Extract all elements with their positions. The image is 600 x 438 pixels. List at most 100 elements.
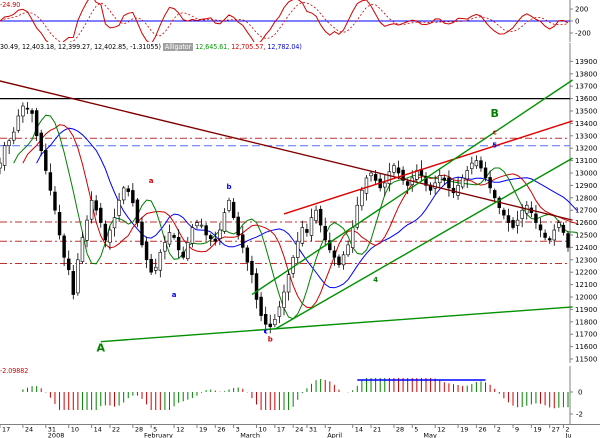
candlestick — [360, 187, 363, 211]
date-axis-day-label: 9 — [515, 426, 519, 434]
candle-body — [241, 235, 244, 248]
date-axis-day-label: 28 — [135, 426, 143, 434]
candle-body — [63, 236, 66, 257]
candle-body — [278, 307, 281, 316]
date-axis-month-label: 2008 — [48, 432, 65, 438]
candlestick — [502, 208, 505, 220]
candlestick — [35, 108, 38, 141]
candle-body — [360, 190, 363, 205]
candlestick — [21, 102, 24, 122]
candle-body — [374, 174, 377, 180]
candle-body — [502, 210, 505, 215]
candle-body — [273, 319, 276, 324]
price-axis-tick-label: 12000 — [575, 294, 597, 302]
price-axis-tick-label: 12700 — [575, 207, 597, 215]
candlestick — [58, 205, 61, 240]
candle-body — [443, 178, 446, 180]
candle-body — [539, 225, 542, 230]
candle-body — [127, 189, 130, 192]
candle-body — [35, 111, 38, 136]
candlestick — [17, 109, 20, 133]
candle-body — [136, 200, 139, 223]
candlestick — [273, 314, 276, 327]
price-header: 30.49, 12,403.18, 12,399.27, 12,402.85, … — [0, 43, 302, 51]
candlestick — [186, 237, 189, 261]
date-axis-day-label: 31 — [309, 426, 317, 434]
candle-body — [76, 260, 79, 293]
date-axis-day-label: 10 — [71, 426, 79, 434]
wave-label-c: c — [493, 129, 497, 137]
candlestick — [429, 182, 432, 195]
candlestick — [296, 232, 299, 264]
candle-body — [177, 237, 180, 250]
candlestick — [489, 171, 492, 194]
date-axis-day-label: 12 — [437, 426, 445, 434]
candlestick — [310, 209, 313, 242]
candlestick — [159, 249, 162, 277]
candle-body — [383, 183, 386, 187]
price-axis-tick-label: 13100 — [575, 157, 597, 165]
candle-body — [12, 132, 15, 140]
price-pane: 30.49, 12,403.18, 12,399.27, 12,402.85, … — [0, 43, 600, 363]
candle-body — [237, 217, 240, 235]
candle-body — [292, 257, 295, 273]
date-axis-day-label: 24 — [295, 426, 303, 434]
candle-body — [109, 230, 112, 242]
date-axis-month-label: March — [240, 432, 260, 438]
candle-body — [447, 178, 450, 188]
candlestick — [516, 211, 519, 234]
date-axis-day-label: 26 — [217, 426, 225, 434]
price-axis-tick-label: 11600 — [575, 343, 597, 351]
candle-body — [95, 201, 98, 211]
price-axis-tick-label: 12100 — [575, 281, 597, 289]
candlestick — [246, 245, 249, 271]
candlestick — [154, 259, 157, 274]
candle-body — [3, 146, 6, 166]
candlestick — [567, 231, 570, 252]
candlestick — [535, 205, 538, 229]
candle-body — [548, 239, 551, 240]
price-axis-tick-label: 13600 — [575, 95, 597, 103]
candlestick — [305, 224, 308, 237]
candle-body — [516, 220, 519, 225]
candlestick — [205, 223, 208, 240]
candlestick — [461, 174, 464, 189]
candle-body — [232, 202, 235, 217]
candlestick — [182, 247, 185, 260]
candle-body — [493, 190, 496, 197]
price-axis-tick-label: 13200 — [575, 145, 597, 153]
candlestick — [163, 236, 166, 260]
candlestick — [113, 209, 116, 237]
candlestick — [49, 163, 52, 195]
histogram-tick-label: -2 — [576, 411, 583, 419]
date-axis-day-label: 5 — [414, 426, 418, 434]
candle-body — [31, 111, 34, 114]
date-axis-month-label: February — [144, 432, 173, 438]
candlestick — [512, 217, 515, 229]
candle-body — [310, 218, 313, 236]
candlestick — [251, 256, 254, 284]
candlestick — [319, 206, 322, 233]
candle-body — [475, 161, 478, 166]
candle-body — [182, 252, 185, 257]
candlestick — [415, 164, 418, 182]
candlestick — [31, 108, 34, 122]
candle-body — [90, 200, 93, 219]
candle-body — [21, 106, 24, 116]
candlestick — [209, 234, 212, 247]
candlestick — [0, 158, 1, 175]
candle-body — [168, 233, 171, 245]
candle-body — [296, 241, 299, 257]
candle-body — [557, 223, 560, 228]
candlestick — [278, 301, 281, 323]
candle-body — [457, 185, 460, 195]
candlestick — [168, 224, 171, 247]
price-axis-tick-label: 11500 — [575, 356, 597, 364]
price-axis-tick-label: 13800 — [575, 70, 597, 78]
candlestick — [301, 221, 304, 247]
candlestick — [200, 219, 203, 229]
candle-body — [406, 182, 409, 186]
price-axis-tick-label: 11900 — [575, 306, 597, 314]
date-axis-day-label: 26 — [478, 426, 486, 434]
candle-body — [535, 214, 538, 223]
